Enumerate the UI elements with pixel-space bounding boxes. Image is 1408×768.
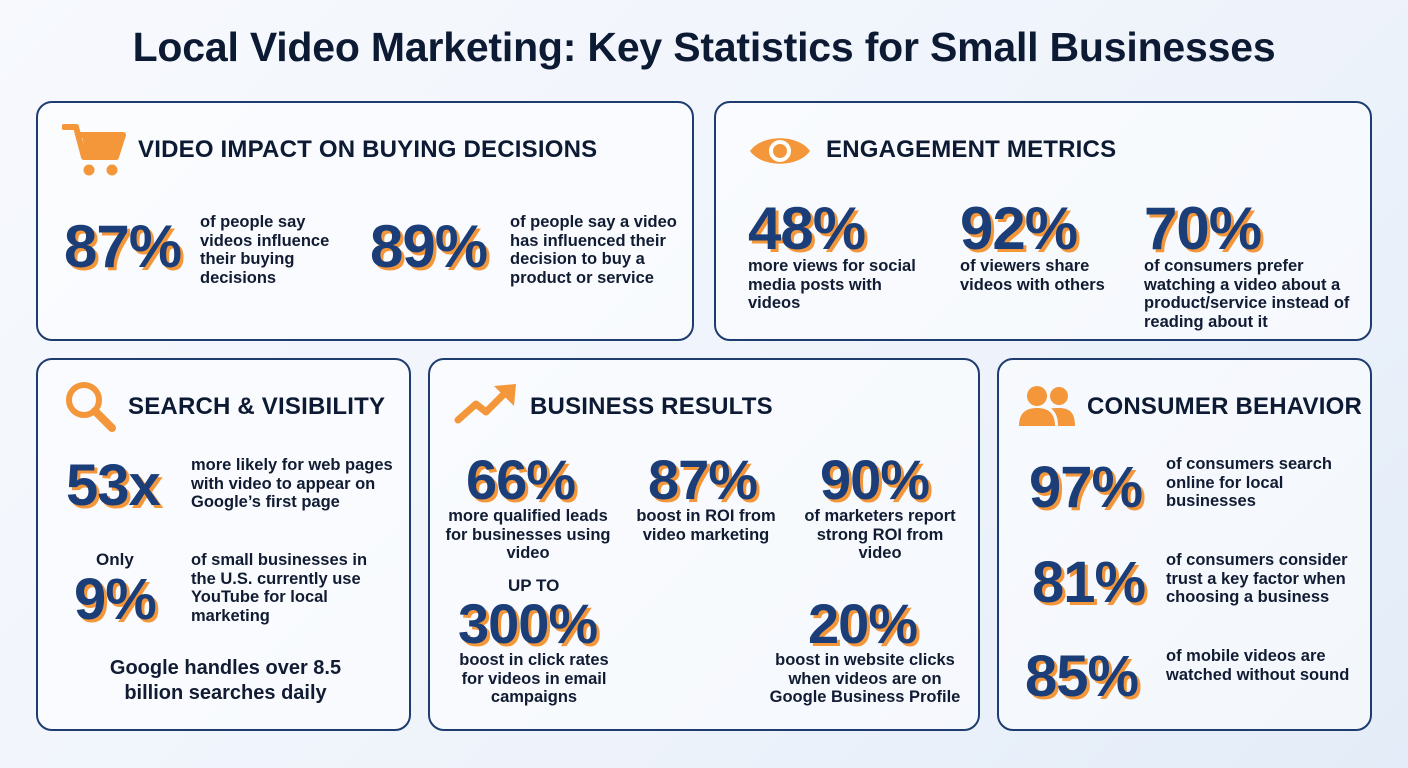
stat-description: of viewers share videos with others [960, 257, 1105, 294]
stat-value: 92% [960, 195, 1078, 262]
footer-note: Google handles over 8.5 billion searches… [109, 657, 342, 704]
stat-prefix: Only [96, 550, 134, 569]
stat-description: boost in ROI from video marketing [636, 507, 776, 544]
card-title: CONSUMER BEHAVIOR [1087, 393, 1362, 420]
stat-description: boost in click rates for videos in email… [459, 651, 609, 706]
stat-value: 300% [458, 592, 598, 655]
stat-value: 87% [64, 213, 182, 280]
stat-prefix: UP TO [508, 576, 560, 595]
stat-value: 90% [820, 448, 930, 511]
stat-value: 48% [748, 195, 866, 262]
stat-description: of consumers prefer watching a video abo… [1144, 257, 1350, 331]
stat-description: more views for social media posts with v… [748, 257, 916, 312]
stat-description: more likely for web pages with video to … [191, 456, 393, 511]
magnifier-icon [66, 382, 116, 432]
eye-icon [750, 138, 810, 164]
stat-description: of people say videos influence their buy… [200, 213, 330, 287]
stat-description: more qualified leads for businesses usin… [445, 507, 611, 562]
card-title: BUSINESS RESULTS [530, 393, 773, 420]
shopping-cart-icon [62, 124, 126, 176]
stat-description: of consumers search online for local bus… [1166, 455, 1332, 510]
users-icon [1019, 386, 1075, 426]
stat-value: 9% [74, 567, 157, 632]
stat-description: of marketers report strong ROI from vide… [804, 507, 956, 562]
page-title: Local Video Marketing: Key Statistics fo… [132, 24, 1276, 70]
stat-value: 66% [466, 448, 576, 511]
stat-value: 87% [648, 448, 758, 511]
stat-value: 70% [1144, 195, 1262, 262]
stat-description: of small businesses in the U.S. currentl… [191, 551, 368, 625]
business-results-card: BUSINESS RESULTS 66% more qualified lead… [428, 358, 980, 731]
card-title: SEARCH & VISIBILITY [128, 393, 386, 420]
stat-value: 85% [1025, 644, 1139, 709]
buying-decisions-card: VIDEO IMPACT ON BUYING DECISIONS 87% of … [36, 101, 694, 341]
stat-value: 81% [1032, 550, 1146, 615]
stat-description: boost in website clicks when videos are … [769, 651, 961, 706]
engagement-card: ENGAGEMENT METRICS 48% more views for so… [714, 101, 1372, 341]
stat-value: 89% [370, 213, 488, 280]
consumer-behavior-card: CONSUMER BEHAVIOR 97% of consumers searc… [997, 358, 1372, 731]
stat-description: of consumers consider trust a key factor… [1166, 551, 1348, 606]
stat-description: of mobile videos are watched without sou… [1166, 647, 1350, 684]
stat-value: 20% [808, 592, 918, 655]
trending-up-icon [454, 384, 516, 424]
stat-value: 97% [1029, 455, 1143, 520]
card-title: ENGAGEMENT METRICS [826, 136, 1117, 163]
card-title: VIDEO IMPACT ON BUYING DECISIONS [138, 136, 598, 163]
stat-description: of people say a video has influenced the… [510, 213, 677, 287]
search-visibility-card: SEARCH & VISIBILITY 53x more likely for … [36, 358, 411, 731]
stat-value: 53x [66, 453, 161, 518]
